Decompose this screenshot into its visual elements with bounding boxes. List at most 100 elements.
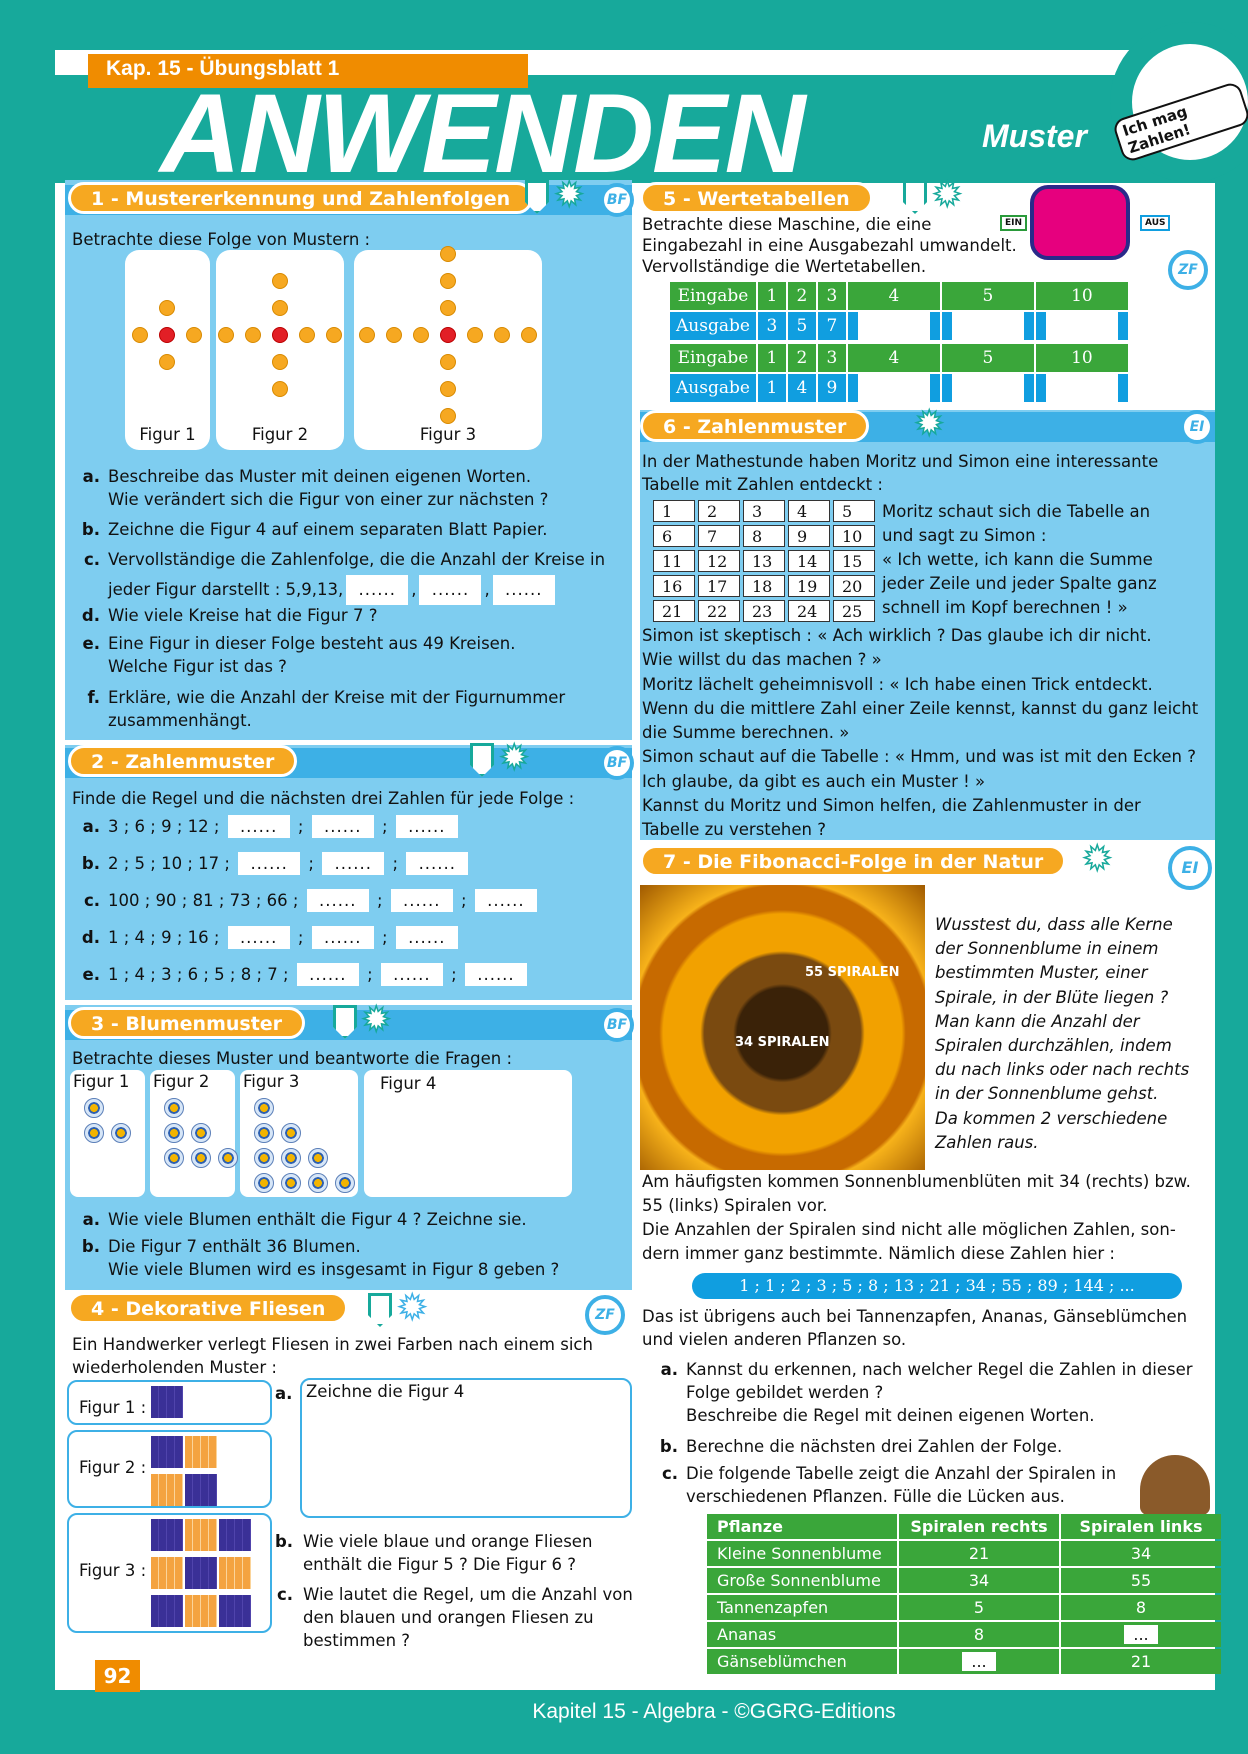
grid-cell: 17 xyxy=(698,575,740,597)
answer-blank[interactable]: ...... xyxy=(346,575,409,605)
table-row: Tannenzapfen 5 8 xyxy=(707,1595,1221,1620)
label: e. xyxy=(82,965,100,984)
circle xyxy=(413,327,429,343)
question-c: c. Die folgende Tabelle zeigt die Anzahl … xyxy=(650,1462,1116,1508)
input-cell: 3 xyxy=(817,282,846,310)
label: d. xyxy=(81,928,100,947)
answer-blank[interactable]: ...... xyxy=(395,926,458,949)
output-cell[interactable] xyxy=(1035,374,1128,402)
text: verschiedenen Pflanzen. Fülle die Lücken… xyxy=(686,1487,1065,1506)
answer-blank[interactable]: ...... xyxy=(406,852,469,875)
blank-cell[interactable]: ... xyxy=(899,1649,1059,1674)
answer-blank[interactable]: ...... xyxy=(464,963,527,986)
flower-figure-4[interactable]: Figur 4 xyxy=(364,1070,572,1197)
circle xyxy=(440,246,456,262)
column-header: Spiralen rechts xyxy=(899,1514,1059,1539)
intro-line: Vervollständige die Wertetabellen. xyxy=(642,257,927,276)
orange-tile xyxy=(185,1519,217,1551)
separator: ; xyxy=(455,891,472,910)
blank[interactable]: ... xyxy=(1124,1625,1158,1644)
output-cell[interactable] xyxy=(847,312,940,340)
grid-cell: 9 xyxy=(788,525,830,547)
text: Beschreibe die Regel mit deinen eigenen … xyxy=(686,1406,1095,1425)
table-cell: 21 xyxy=(899,1541,1059,1566)
plant-table: Pflanze Spiralen rechts Spiralen links Klei… xyxy=(705,1512,1223,1676)
intro-line: Tabelle mit Zahlen entdeckt : xyxy=(642,475,883,494)
grid-cell: 25 xyxy=(833,600,875,622)
text-line: Ich glaube, da gibt es auch ein Muster !… xyxy=(642,771,986,791)
gear-icon: ✹ xyxy=(361,1000,391,1040)
column-header: Pflanze xyxy=(707,1514,897,1539)
blank[interactable]: ... xyxy=(962,1652,996,1671)
level-badge: EI xyxy=(1180,410,1214,444)
grid-cell: 24 xyxy=(788,600,830,622)
answer-blank[interactable]: ...... xyxy=(474,889,537,912)
grid-cell: 7 xyxy=(698,525,740,547)
figure-label: Figur 2 : xyxy=(79,1458,147,1477)
text: Wie lautet die Regel, um die Anzahl von xyxy=(303,1585,633,1604)
blue-tile xyxy=(219,1519,251,1551)
answer-blank[interactable]: ...... xyxy=(238,852,301,875)
table-row: Kleine Sonnenblume 21 34 xyxy=(707,1541,1221,1566)
table-cell: 34 xyxy=(1061,1541,1221,1566)
intro: Betrachte diese Maschine, die eine Eingab… xyxy=(642,214,1017,277)
input-row: Eingabe 1 2 3 4 5 10 xyxy=(670,344,1128,372)
separator: ; xyxy=(376,817,393,836)
level-badge: ZF xyxy=(585,1295,625,1335)
question-b: b. Berechne die nächsten drei Zahlen der … xyxy=(650,1435,1062,1458)
answer-blank[interactable]: ...... xyxy=(227,815,290,838)
input-label: Eingabe xyxy=(670,282,756,310)
question-b: b. Wie viele blaue und orange Fliesen enth… xyxy=(275,1530,592,1576)
text-line: die Summe berechnen. » xyxy=(642,723,850,743)
section-6-title: 6 - Zahlenmuster xyxy=(640,410,870,442)
grid-cell: 2 xyxy=(698,500,740,522)
answer-blank[interactable]: ...... xyxy=(380,963,443,986)
flower-figure-3: Figur 3 xyxy=(240,1070,358,1197)
input-cell: 1 xyxy=(757,282,786,310)
section-5-title: 5 - Wertetabellen xyxy=(640,182,873,214)
answer-blank[interactable]: ...... xyxy=(390,889,453,912)
grid-cell: 10 xyxy=(833,525,875,547)
value-table: Eingabe 1 2 3 4 5 10 Ausgabe 3 5 7 xyxy=(668,280,1130,342)
answer-blank[interactable]: ...... xyxy=(492,575,555,605)
input-cell: 2 xyxy=(787,344,816,372)
answer-blank[interactable]: ...... xyxy=(227,926,290,949)
output-cell[interactable] xyxy=(941,312,1034,340)
figure-label: Figur 1 : xyxy=(79,1398,147,1417)
output-cell[interactable] xyxy=(847,374,940,402)
output-cell: 9 xyxy=(817,374,846,402)
table-cell: Große Sonnenblume xyxy=(707,1568,897,1593)
question-c: c. Vervollständige die Zahlenfolge, die d… xyxy=(72,545,605,605)
grid-row: 6 7 8 9 10 xyxy=(653,525,875,547)
figure-1: Figur 1 xyxy=(125,250,210,450)
text: jeder Figur darstellt : 5,9,13, xyxy=(108,580,344,599)
dialogue-side: Moritz schaut sich die Tabelle an und sag… xyxy=(882,500,1157,620)
label: e. xyxy=(82,634,100,653)
figure-3: Figur 3 xyxy=(354,246,542,450)
answer-blank[interactable]: ...... xyxy=(296,963,359,986)
image-label: 55 SPIRALEN xyxy=(805,965,900,980)
answer-blank[interactable]: ...... xyxy=(311,815,374,838)
grid-cell: 22 xyxy=(698,600,740,622)
label: c. xyxy=(83,891,100,910)
circle xyxy=(186,327,202,343)
answer-blank[interactable]: ...... xyxy=(395,815,458,838)
text-line: und vielen anderen Pflanzen so. xyxy=(642,1330,907,1349)
answer-blank[interactable]: ...... xyxy=(419,575,482,605)
sequence: 2 ; 5 ; 10 ; 17 ; xyxy=(108,854,236,873)
answer-blank[interactable]: ...... xyxy=(311,926,374,949)
blank-cell[interactable]: ... xyxy=(1061,1622,1221,1647)
drawing-area[interactable]: Zeichne die Figur 4 xyxy=(300,1378,632,1518)
blue-tile xyxy=(185,1557,217,1589)
sequence: 1 ; 4 ; 9 ; 16 ; xyxy=(108,928,225,947)
text: Wie viele Blumen enthält die Figur 4 ? Z… xyxy=(108,1210,527,1229)
blue-tile xyxy=(185,1474,217,1506)
answer-blank[interactable]: ...... xyxy=(322,852,385,875)
grid-cell: 21 xyxy=(653,600,695,622)
flower-icon xyxy=(191,1148,211,1168)
info-side: Wusstest du, dass alle Kerne der Sonnenbl… xyxy=(935,913,1189,1155)
answer-blank[interactable]: ...... xyxy=(306,889,369,912)
grid-cell: 16 xyxy=(653,575,695,597)
output-cell[interactable] xyxy=(1035,312,1128,340)
output-cell[interactable] xyxy=(941,374,1034,402)
